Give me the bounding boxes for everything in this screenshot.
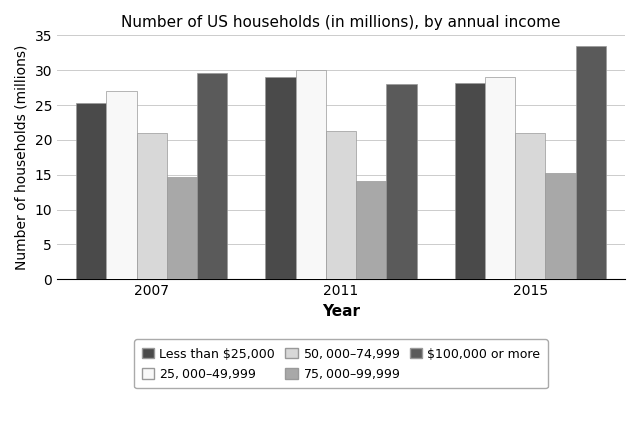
Bar bbox=[356, 181, 387, 279]
Bar bbox=[266, 77, 296, 279]
Bar bbox=[167, 177, 197, 279]
Y-axis label: Number of households (millions): Number of households (millions) bbox=[15, 45, 29, 270]
Bar bbox=[576, 46, 606, 279]
Title: Number of US households (in millions), by annual income: Number of US households (in millions), b… bbox=[121, 15, 561, 30]
Bar bbox=[545, 173, 576, 279]
Bar bbox=[387, 84, 417, 279]
Bar bbox=[485, 77, 515, 279]
X-axis label: Year: Year bbox=[322, 304, 360, 319]
Bar bbox=[106, 91, 136, 279]
Bar bbox=[76, 103, 106, 279]
Bar bbox=[454, 83, 485, 279]
Legend: Less than $25,000, $25,000–$49,999, $50,000–$74,999, $75,000–$99,999, $100,000 o: Less than $25,000, $25,000–$49,999, $50,… bbox=[134, 339, 548, 388]
Bar bbox=[136, 133, 167, 279]
Bar bbox=[515, 133, 545, 279]
Bar bbox=[326, 131, 356, 279]
Bar bbox=[296, 70, 326, 279]
Bar bbox=[197, 73, 227, 279]
